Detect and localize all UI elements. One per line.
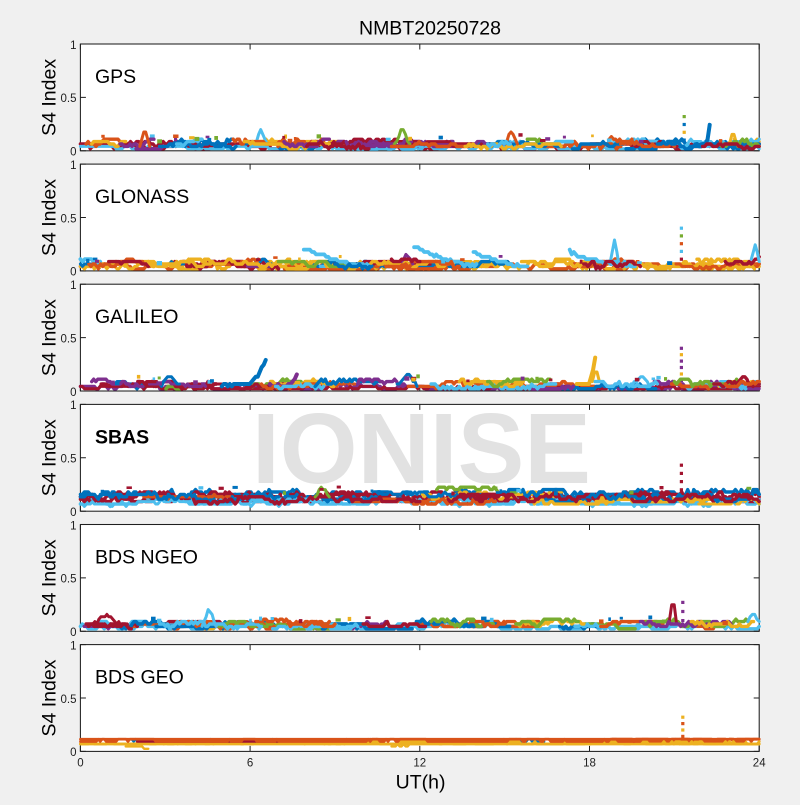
svg-text:6: 6 (247, 758, 253, 770)
svg-text:GALILEO: GALILEO (95, 306, 178, 328)
svg-text:S4 Index: S4 Index (39, 299, 61, 376)
svg-text:1: 1 (70, 40, 76, 52)
svg-text:BDS GEO: BDS GEO (95, 667, 184, 689)
svg-text:NMBT20250728: NMBT20250728 (359, 18, 501, 40)
svg-text:S4 Index: S4 Index (39, 539, 61, 616)
svg-text:0: 0 (70, 747, 76, 759)
svg-text:1: 1 (70, 280, 76, 292)
svg-text:1: 1 (70, 520, 76, 532)
svg-text:0.5: 0.5 (61, 574, 77, 586)
svg-text:0: 0 (70, 507, 76, 519)
svg-text:0.5: 0.5 (61, 454, 77, 466)
svg-text:BDS NGEO: BDS NGEO (95, 546, 198, 568)
svg-text:0: 0 (70, 267, 76, 279)
svg-text:S4 Index: S4 Index (39, 179, 61, 256)
svg-text:0.5: 0.5 (61, 93, 77, 105)
svg-text:1: 1 (70, 640, 76, 652)
svg-text:12: 12 (413, 758, 426, 770)
svg-text:UT(h): UT(h) (396, 772, 446, 794)
svg-text:IONISE: IONISE (252, 393, 591, 505)
svg-text:0: 0 (70, 147, 76, 159)
svg-text:S4 Index: S4 Index (39, 59, 61, 136)
svg-text:S4 Index: S4 Index (39, 659, 61, 736)
svg-text:0: 0 (70, 387, 76, 399)
svg-text:1: 1 (70, 160, 76, 172)
svg-text:0: 0 (70, 627, 76, 639)
svg-text:GLONASS: GLONASS (95, 186, 189, 208)
svg-text:0.5: 0.5 (61, 213, 77, 225)
svg-text:0.5: 0.5 (61, 333, 77, 345)
svg-text:24: 24 (753, 758, 766, 770)
svg-text:1: 1 (70, 400, 76, 412)
svg-text:0.5: 0.5 (61, 694, 77, 706)
svg-text:18: 18 (583, 758, 596, 770)
svg-text:S4 Index: S4 Index (39, 419, 61, 496)
svg-text:SBAS: SBAS (95, 426, 149, 448)
svg-text:GPS: GPS (95, 66, 136, 88)
svg-text:0: 0 (77, 758, 83, 770)
